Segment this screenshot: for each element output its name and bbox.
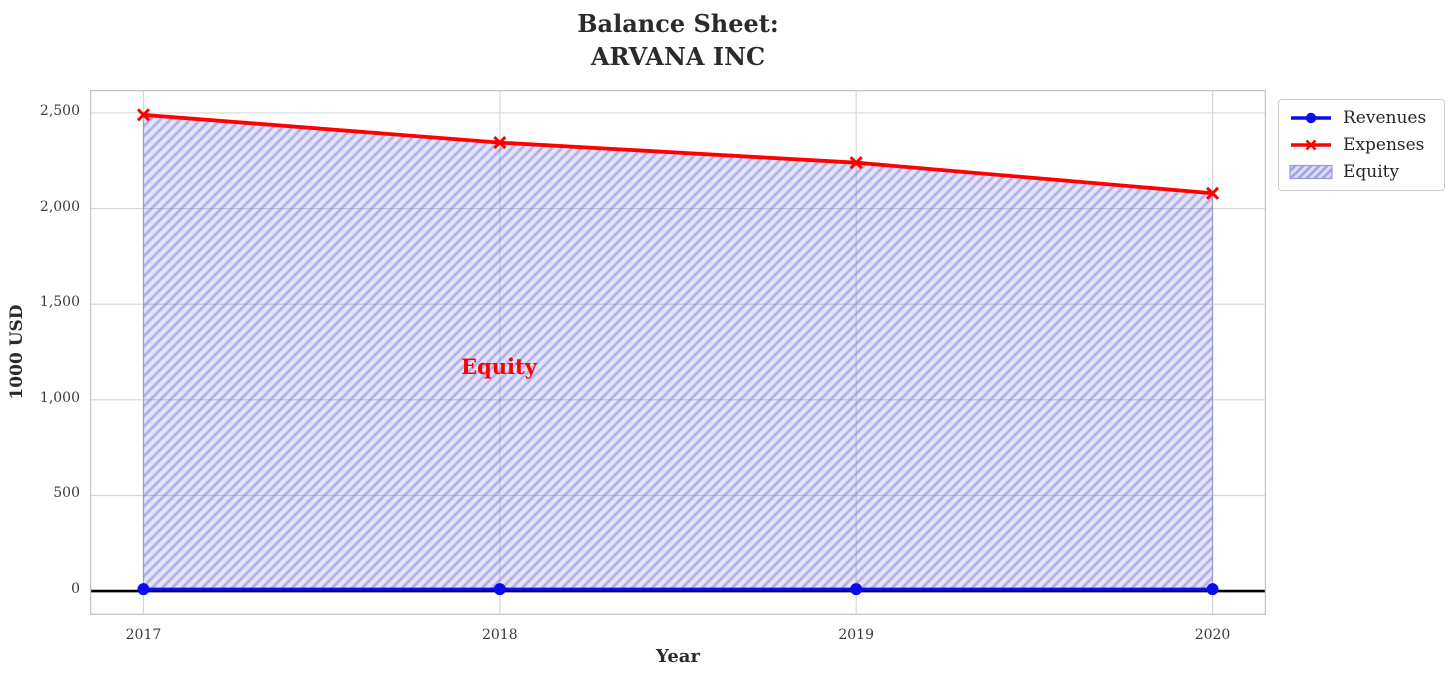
x-axis-label: Year [656, 646, 700, 667]
plot-border [89, 89, 1267, 616]
y-tick-label: 1,000 [39, 389, 80, 406]
plot-area [89, 89, 1267, 616]
chart-title-line2: ARVANA INC [590, 42, 766, 72]
x-tick-label: 2020 [1194, 627, 1231, 643]
y-tick-label: 0 [71, 581, 80, 598]
revenues-marker [493, 583, 506, 596]
revenues-marker [137, 583, 150, 596]
legend-item-equity: Equity [1289, 162, 1434, 182]
revenues-line [137, 583, 1219, 596]
legend: Revenues Expenses Equity [1278, 99, 1445, 191]
expenses-marker [136, 108, 151, 122]
legend-label-expenses: Expenses [1343, 135, 1425, 155]
revenues-marker [850, 583, 863, 596]
expenses-line [136, 108, 1220, 200]
y-axis-label: 1000 USD [7, 304, 27, 400]
expenses-marker [1205, 186, 1220, 200]
y-tick-label: 1,500 [39, 294, 80, 311]
y-tick-label: 500 [53, 485, 80, 502]
expenses-legend-marker [1291, 139, 1331, 151]
equity-area [142, 114, 1214, 590]
equity-annotation: Equity [461, 354, 537, 379]
revenues-legend-marker [1291, 112, 1331, 124]
legend-item-expenses: Expenses [1289, 135, 1434, 155]
expenses-marker [493, 136, 507, 150]
chart-title-line1: Balance Sheet: [577, 9, 779, 38]
legend-label-equity: Equity [1343, 162, 1400, 182]
chart-title: Balance Sheet: ARVANA INC [90, 7, 1266, 73]
equity-legend-swatch [1289, 164, 1333, 180]
legend-label-revenues: Revenues [1343, 108, 1427, 128]
x-tick-label: 2017 [125, 627, 162, 643]
revenues-marker [1206, 583, 1219, 596]
y-tick-label: 2,000 [39, 198, 80, 215]
expenses-marker [849, 156, 863, 170]
legend-item-revenues: Revenues [1289, 108, 1434, 128]
y-tick-label: 2,500 [39, 102, 80, 119]
x-tick-label: 2019 [838, 627, 874, 643]
x-tick-label: 2018 [481, 627, 518, 643]
